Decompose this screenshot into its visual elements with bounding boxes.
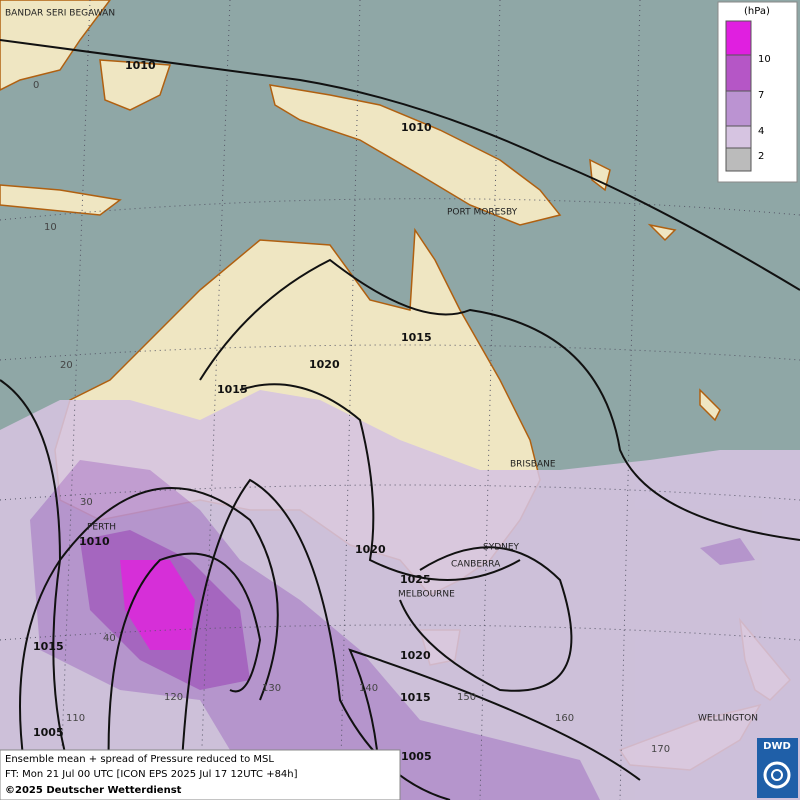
legend-level: 7 [758, 90, 764, 101]
grid-label: 0 [33, 80, 39, 91]
place-label: MELBOURNE [398, 590, 455, 600]
legend-unit: (hPa) [744, 6, 770, 17]
isobar-label: 1025 [400, 573, 431, 586]
isobar-label: 1015 [400, 691, 431, 704]
place-label: SYDNEY [483, 543, 520, 553]
isobar-label: 1010 [125, 59, 156, 72]
footer-line: Ensemble mean + spread of Pressure reduc… [5, 754, 274, 765]
isobar-label: 1010 [79, 535, 110, 548]
place-label: WELLINGTON [698, 714, 758, 724]
grid-labels: 0 10 20 30 40 110 120 130 140 150 160 17… [33, 80, 670, 755]
place-label: PORT MORESBY [447, 208, 518, 218]
isobar-label: 1005 [401, 750, 432, 763]
grid-label: 10 [44, 222, 57, 233]
grid-label: 40 [103, 633, 116, 644]
logo-text: DWD [763, 741, 791, 752]
isobar-label: 1015 [401, 331, 432, 344]
legend-level: 2 [758, 151, 764, 162]
legend-level: 10 [758, 54, 771, 65]
grid-label: 150 [457, 692, 476, 703]
isobar-label: 1020 [400, 649, 431, 662]
isobar-label: 1010 [401, 121, 432, 134]
grid-label: 130 [262, 683, 281, 694]
legend: (hPa) 10 7 4 2 [717, 1, 798, 183]
grid-label: 120 [164, 692, 183, 703]
grid-label: 160 [555, 713, 574, 724]
isobar-label: 1020 [355, 543, 386, 556]
isobar-labels: 1010 1010 1015 1020 1015 1010 1020 1025 … [33, 59, 432, 763]
grid-label: 140 [359, 683, 378, 694]
isobar-label: 1020 [309, 358, 340, 371]
footer-line: FT: Mon 21 Jul 00 UTC [ICON EPS 2025 Jul… [5, 769, 298, 780]
footer-line: ©2025 Deutscher Wetterdienst [5, 785, 182, 796]
isobar-label: 1005 [33, 726, 64, 739]
place-label: PERTH [87, 523, 116, 533]
grid-label: 170 [651, 744, 670, 755]
place-label: BANDAR SERI BEGAWAN [5, 9, 115, 19]
grid-label: 20 [60, 360, 73, 371]
legend-level: 4 [758, 126, 764, 137]
isobar-label: 1015 [217, 383, 248, 396]
logo: DWD [757, 738, 798, 798]
place-label: CANBERRA [451, 560, 501, 570]
footer: Ensemble mean + spread of Pressure reduc… [0, 749, 401, 801]
isobar-label: 1015 [33, 640, 64, 653]
place-label: BRISBANE [510, 460, 556, 470]
grid-label: 30 [80, 497, 93, 508]
grid-label: 110 [66, 713, 85, 724]
place-labels: BANDAR SERI BEGAWAN PORT MORESBY BRISBAN… [5, 9, 758, 724]
